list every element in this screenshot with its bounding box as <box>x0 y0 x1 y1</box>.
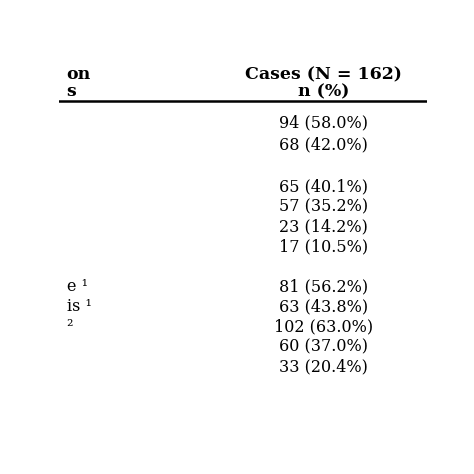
Text: 68 (42.0%): 68 (42.0%) <box>279 136 368 153</box>
Text: is ¹: is ¹ <box>66 299 91 315</box>
Text: 102 (63.0%): 102 (63.0%) <box>274 319 374 336</box>
Text: 94 (58.0%): 94 (58.0%) <box>279 114 368 131</box>
Text: s: s <box>66 83 76 100</box>
Text: 63 (43.8%): 63 (43.8%) <box>279 299 368 315</box>
Text: on: on <box>66 66 91 83</box>
Text: e ¹: e ¹ <box>66 278 88 295</box>
Text: 60 (37.0%): 60 (37.0%) <box>279 338 368 356</box>
Text: 65 (40.1%): 65 (40.1%) <box>279 178 368 195</box>
Text: 81 (56.2%): 81 (56.2%) <box>279 278 368 295</box>
Text: 17 (10.5%): 17 (10.5%) <box>279 238 368 255</box>
Text: 33 (20.4%): 33 (20.4%) <box>279 359 368 375</box>
Text: 57 (35.2%): 57 (35.2%) <box>279 198 368 215</box>
Text: Cases (N = 162): Cases (N = 162) <box>246 66 402 83</box>
Text: 23 (14.2%): 23 (14.2%) <box>279 218 368 235</box>
Text: n (%): n (%) <box>298 83 349 100</box>
Text: ²: ² <box>66 319 73 336</box>
